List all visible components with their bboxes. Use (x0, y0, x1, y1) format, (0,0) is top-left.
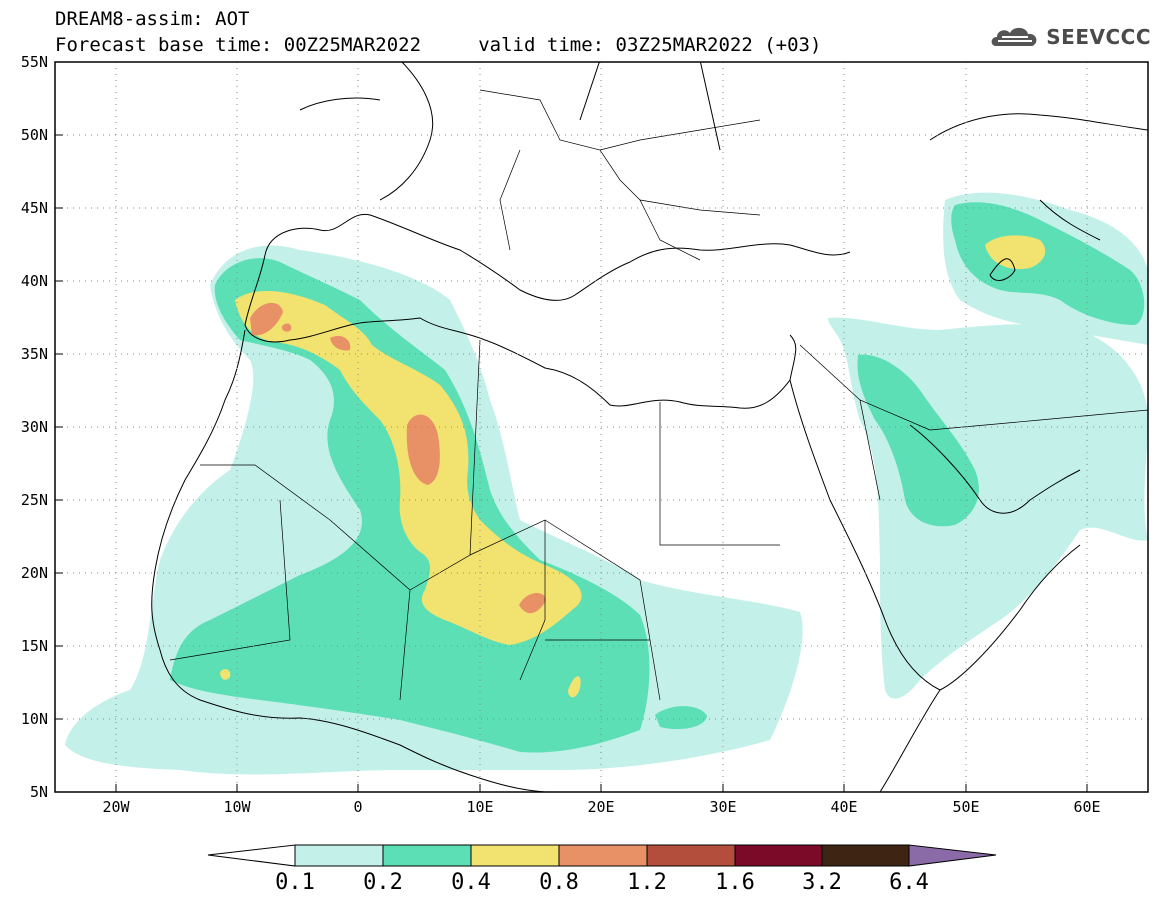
lat-label: 50N (21, 126, 48, 144)
aot-field (65, 192, 1148, 775)
forecast-times: Forecast base time: 00Z25MAR2022 valid t… (55, 34, 822, 56)
lon-labels: 20W 10W 0 10E 20E 30E 40E 50E 60E (102, 798, 1100, 816)
seevccc-logo: SEEVCCC (988, 24, 1151, 50)
lon-label: 30E (709, 798, 736, 816)
cloud-icon (991, 27, 1037, 46)
lon-label: 0 (353, 798, 362, 816)
colorbar-below-arrow (207, 844, 296, 867)
colorbar-swatch (821, 844, 910, 867)
lon-label: 50E (952, 798, 979, 816)
lat-label: 45N (21, 199, 48, 217)
axis-ticks (55, 61, 1088, 793)
lat-label: 40N (21, 272, 48, 290)
colorbar-swatch (558, 844, 648, 867)
lon-label: 20W (102, 798, 130, 816)
lat-label: 55N (21, 53, 48, 71)
colorbar-swatch (382, 844, 472, 867)
colorbar-label: 0.8 (539, 870, 579, 895)
colorbar-label: 0.1 (275, 870, 315, 895)
lon-label: 40E (830, 798, 857, 816)
aot-level-0.4 (220, 235, 1046, 698)
colorbar-label: 1.6 (715, 870, 755, 895)
lon-label: 60E (1073, 798, 1100, 816)
logo-text: SEEVCCC (1046, 25, 1151, 49)
colorbar-above-arrow (908, 844, 997, 867)
lon-label: 10W (223, 798, 251, 816)
lat-labels: 55N 50N 45N 40N 35N 30N 25N 20N 15N 10N … (21, 53, 48, 801)
colorbar-swatch (646, 844, 736, 867)
lat-label: 15N (21, 637, 48, 655)
colorbar (207, 844, 997, 867)
colorbar-swatch (294, 844, 384, 867)
colorbar-swatch (734, 844, 823, 867)
colorbar-label: 1.2 (627, 870, 667, 895)
colorbar-label: 3.2 (802, 870, 842, 895)
colorbar-label: 6.4 (889, 870, 929, 895)
colorbar-label: 0.2 (363, 870, 403, 895)
lat-label: 25N (21, 491, 48, 509)
lat-label: 35N (21, 345, 48, 363)
map-title: DREAM8-assim: AOT (55, 8, 250, 30)
coastlines (151, 62, 1148, 792)
lat-label: 20N (21, 564, 48, 582)
aot-level-0.8 (250, 302, 546, 614)
lon-label: 10E (466, 798, 493, 816)
lat-label: 10N (21, 710, 48, 728)
lat-label: 5N (30, 783, 48, 801)
colorbar-swatch (470, 844, 560, 867)
lat-label: 30N (21, 418, 48, 436)
country-borders (169, 89, 1148, 701)
grid-lines (55, 62, 1148, 792)
colorbar-label: 0.4 (451, 870, 491, 895)
lon-label: 20E (587, 798, 614, 816)
